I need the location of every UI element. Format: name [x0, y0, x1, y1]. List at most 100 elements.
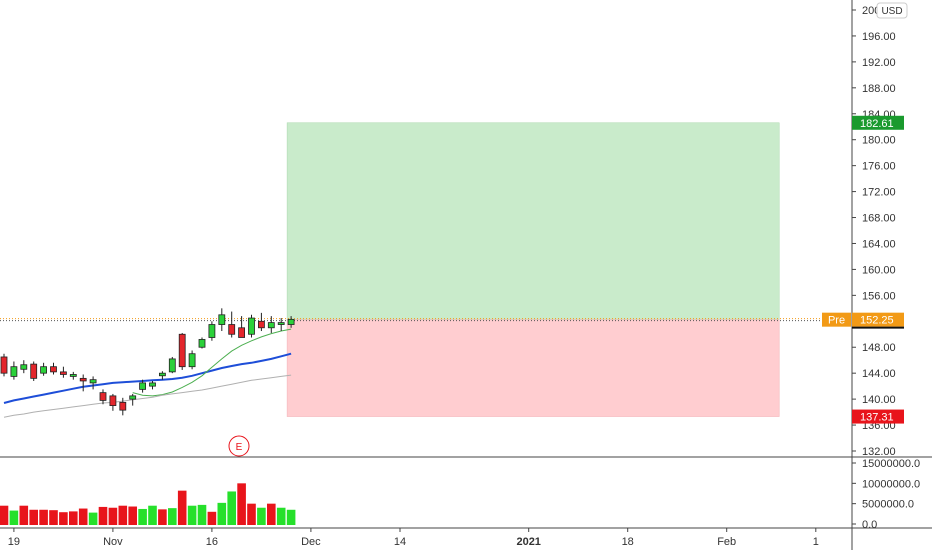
volume-tick-label: 0.0 — [862, 519, 877, 531]
volume-bar — [286, 509, 296, 525]
volume-tick-label: 10000000.0 — [862, 478, 920, 490]
volume-bar — [98, 506, 108, 525]
candle-body — [188, 353, 196, 368]
volume-bar — [247, 503, 256, 525]
volume-tick-label: 15000000.0 — [862, 458, 920, 470]
stop-price-tag[interactable]: 137.31 — [852, 409, 904, 424]
time-tick-label: 16 — [206, 536, 218, 548]
candle[interactable] — [0, 353, 8, 377]
candle[interactable] — [188, 350, 196, 370]
volume-bar — [207, 511, 217, 525]
pre-market-price-tag-session-label: Pre — [828, 315, 845, 327]
currency-badge[interactable]: USD — [876, 2, 908, 19]
candle-body — [287, 318, 295, 325]
time-tick-label: Dec — [301, 536, 321, 548]
volume-bar — [177, 490, 187, 525]
target-price-tag[interactable]: 182.61 — [852, 115, 904, 130]
time-tick-label: 19 — [8, 536, 20, 548]
price-tick-label: 192.00 — [862, 57, 896, 69]
time-tick-label: 1 — [813, 536, 819, 548]
volume-bar — [237, 483, 246, 525]
candle[interactable] — [40, 362, 47, 376]
candle[interactable] — [228, 311, 236, 338]
candle[interactable] — [158, 371, 166, 380]
price-tick-label: 172.00 — [862, 187, 896, 199]
candle[interactable] — [79, 374, 87, 392]
price-tick-label: 180.00 — [862, 135, 896, 147]
candle[interactable] — [168, 356, 176, 374]
candle-body — [79, 377, 87, 382]
candle[interactable] — [69, 371, 77, 380]
candle[interactable] — [198, 337, 206, 349]
pre-market-price-tag[interactable]: 152.25 Pre — [822, 312, 904, 327]
price-tick-label: 156.00 — [862, 290, 896, 302]
candle[interactable] — [119, 397, 127, 416]
candle-body — [119, 401, 127, 411]
volume-bar — [49, 510, 58, 525]
candle[interactable] — [238, 316, 246, 338]
candle-body — [178, 333, 186, 368]
price-tick-label: 160.00 — [862, 264, 896, 276]
candle[interactable] — [10, 361, 18, 380]
candle[interactable] — [248, 314, 255, 338]
volume-bar — [168, 508, 177, 525]
candle[interactable] — [89, 376, 97, 390]
loss-zone[interactable] — [286, 319, 780, 417]
price-tick-label: 196.00 — [862, 31, 896, 43]
volume-bar — [9, 510, 19, 525]
pre-market-price-tag-bg — [852, 312, 904, 327]
candle[interactable] — [139, 379, 147, 393]
candle[interactable] — [50, 362, 57, 375]
candle-body — [129, 395, 137, 400]
earnings-circle — [228, 435, 250, 457]
candle-body — [40, 366, 47, 374]
volume-bar — [118, 505, 128, 525]
price-tick-label: 132.00 — [862, 446, 896, 458]
moving-average-line-0 — [3, 352, 292, 404]
candle[interactable] — [149, 380, 156, 390]
candle-body — [168, 358, 176, 373]
time-tick-label: 18 — [622, 536, 634, 548]
volume-bar — [227, 491, 236, 525]
candle[interactable] — [257, 312, 265, 332]
earnings-marker[interactable]: E — [228, 435, 250, 457]
earnings-label: E — [236, 442, 243, 453]
volume-bar — [0, 505, 9, 525]
candle-body — [139, 382, 147, 390]
volume-bar — [108, 507, 118, 525]
volume-bar — [59, 512, 68, 525]
candle-body — [89, 379, 97, 384]
volume-bar — [148, 505, 157, 525]
candle-body — [109, 395, 117, 407]
candle-body — [228, 324, 236, 335]
price-tick-label: 164.00 — [862, 238, 896, 250]
moving-average-line-1 — [132, 328, 292, 397]
currency-label: USD — [881, 6, 902, 17]
candle[interactable] — [109, 393, 117, 411]
candle[interactable] — [129, 393, 137, 406]
candle[interactable] — [208, 321, 216, 341]
time-tick-label: Feb — [717, 536, 736, 548]
candle[interactable] — [60, 366, 67, 378]
candle[interactable] — [267, 316, 275, 333]
candle[interactable] — [99, 389, 107, 405]
price-tick-label: 144.00 — [862, 368, 896, 380]
profit-zone[interactable] — [286, 122, 780, 320]
time-tick-label: Nov — [103, 536, 123, 548]
candle[interactable] — [30, 361, 38, 381]
pre-market-price-tag-session-bg — [822, 312, 851, 327]
candle[interactable] — [20, 360, 28, 374]
candle[interactable] — [178, 332, 186, 370]
candle-body — [20, 364, 28, 370]
candle[interactable] — [287, 316, 295, 328]
candle[interactable] — [277, 318, 285, 332]
volume-bar — [276, 507, 286, 525]
stop-price-tag-bg — [852, 409, 904, 424]
candle-body — [158, 372, 166, 377]
candle-body — [198, 339, 206, 348]
price-tick-label: 148.00 — [862, 342, 896, 354]
stop-price-tag-value: 137.31 — [860, 412, 894, 424]
candle[interactable] — [218, 308, 226, 332]
